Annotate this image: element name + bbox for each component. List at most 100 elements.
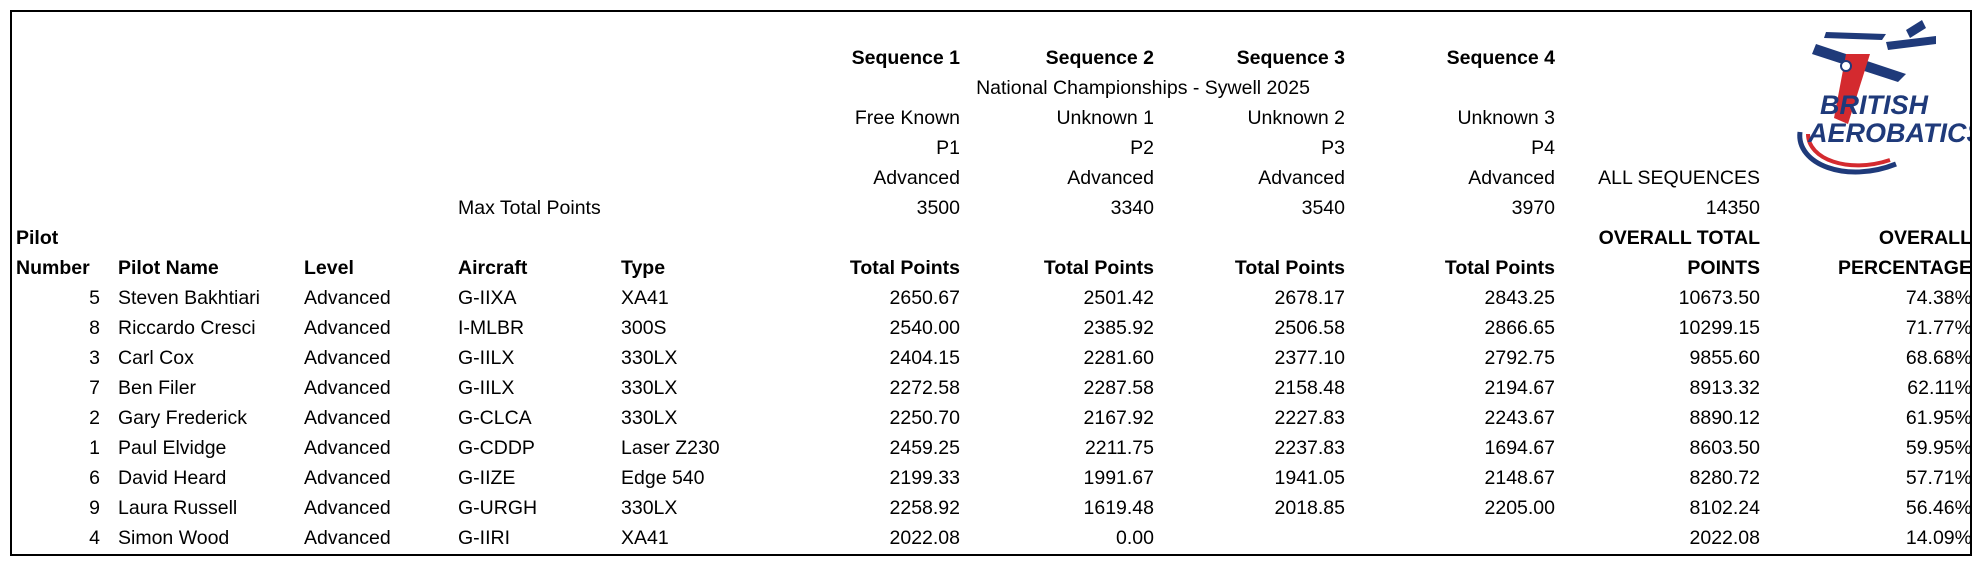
aircraft: G-CDDP xyxy=(458,437,535,459)
header-sequence-2-total: Total Points xyxy=(1043,257,1154,279)
pilot-number: 5 xyxy=(89,287,100,309)
aircraft: G-CLCA xyxy=(458,407,532,429)
pilot-name: David Heard xyxy=(118,467,227,489)
overall-total: 8280.72 xyxy=(1689,467,1761,489)
sequence-1-points: 2022.08 xyxy=(889,527,961,549)
sequence-1-points: 2250.70 xyxy=(889,407,961,429)
pilot-name: Carl Cox xyxy=(118,347,194,369)
sequence-2-points: 2385.92 xyxy=(1083,317,1155,339)
max-total-label: Max Total Points xyxy=(458,197,601,219)
pilot-name: Riccardo Cresci xyxy=(118,317,256,339)
pilot-number: 3 xyxy=(89,347,100,369)
header-sequence-3-total: Total Points xyxy=(1234,257,1345,279)
pilot-number: 2 xyxy=(89,407,100,429)
sequence-3-level: Advanced xyxy=(1258,167,1345,189)
sequence-4-name: Unknown 3 xyxy=(1457,107,1555,129)
sequence-3-points: 2018.85 xyxy=(1274,497,1346,519)
sequence-2-points: 2211.75 xyxy=(1084,437,1154,459)
pilot-name: Ben Filer xyxy=(118,377,197,399)
pilot-number: 1 xyxy=(89,437,100,459)
header-overall-total-line2: POINTS xyxy=(1687,257,1760,279)
sequence-4-points: 1694.67 xyxy=(1484,437,1556,459)
sequence-2-points: 1991.67 xyxy=(1083,467,1155,489)
level: Advanced xyxy=(304,287,391,309)
all-sequences-max: 14350 xyxy=(1705,197,1760,219)
overall-total: 8603.50 xyxy=(1689,437,1761,459)
overall-total: 8913.32 xyxy=(1689,377,1761,399)
level: Advanced xyxy=(304,317,391,339)
header-pilot-number-line2: Number xyxy=(16,257,90,279)
sequence-1-points: 2258.92 xyxy=(889,497,961,519)
aircraft: G-IILX xyxy=(458,377,515,399)
event-title: National Championships - Sywell 2025 xyxy=(976,77,1310,99)
airplane-icon xyxy=(1812,20,1936,124)
logo-line2: AEROBATICS xyxy=(1807,118,1971,148)
sequence-2-points: 2167.92 xyxy=(1083,407,1155,429)
level: Advanced xyxy=(304,527,391,549)
sequence-2-program: P2 xyxy=(1130,137,1154,159)
header-type: Type xyxy=(621,257,666,279)
sequence-2-level: Advanced xyxy=(1067,167,1154,189)
header-level: Level xyxy=(304,257,354,279)
sequence-2-points: 2501.42 xyxy=(1083,287,1155,309)
pilot-number: 4 xyxy=(89,527,100,549)
aircraft: G-URGH xyxy=(458,497,538,519)
sequence-4-points: 2866.65 xyxy=(1484,317,1556,339)
sequence-1-program: P1 xyxy=(936,137,960,159)
header-sequence-4-total: Total Points xyxy=(1444,257,1555,279)
type: Laser Z230 xyxy=(621,437,720,459)
type: Edge 540 xyxy=(621,467,705,489)
sequence-3-points: 2158.48 xyxy=(1274,377,1346,399)
sequence-1-max: 3500 xyxy=(916,197,960,219)
type: 330LX xyxy=(621,377,678,399)
sequence-3-points: 2377.10 xyxy=(1274,347,1346,369)
sequence-3-label: Sequence 3 xyxy=(1236,47,1345,69)
header-overall-total-line1: OVERALL TOTAL xyxy=(1598,227,1760,249)
sequence-4-points: 2205.00 xyxy=(1484,497,1556,519)
level: Advanced xyxy=(304,407,391,429)
header-pilot-name: Pilot Name xyxy=(118,257,219,279)
header-overall-pct-line1: OVERALL xyxy=(1878,227,1972,249)
pilot-number: 7 xyxy=(89,377,100,399)
aircraft: I-MLBR xyxy=(458,317,525,339)
overall-total: 10673.50 xyxy=(1678,287,1760,309)
sequence-2-label: Sequence 2 xyxy=(1045,47,1154,69)
type: XA41 xyxy=(621,527,669,549)
sequence-1-points: 2272.58 xyxy=(889,377,961,399)
sequence-4-points: 2194.67 xyxy=(1484,377,1556,399)
results-sheet: Sequence 1 Sequence 2 Sequence 3 Sequenc… xyxy=(10,10,1972,556)
sequence-4-level: Advanced xyxy=(1468,167,1555,189)
overall-total: 2022.08 xyxy=(1689,527,1761,549)
type: 330LX xyxy=(621,497,678,519)
pilot-name: Simon Wood xyxy=(118,527,230,549)
sequence-3-program: P3 xyxy=(1321,137,1345,159)
overall-percentage: 61.95% xyxy=(1905,407,1972,429)
sequence-2-max: 3340 xyxy=(1110,197,1154,219)
british-aerobatics-logo: BRITISH AEROBATICS xyxy=(1797,20,1971,175)
sequence-2-points: 0.00 xyxy=(1116,527,1154,549)
overall-total: 10299.15 xyxy=(1678,317,1760,339)
overall-percentage: 57.71% xyxy=(1905,467,1972,489)
overall-percentage: 62.11% xyxy=(1907,377,1972,399)
sequence-4-program: P4 xyxy=(1531,137,1555,159)
pilot-name: Laura Russell xyxy=(118,497,238,519)
pilot-number: 9 xyxy=(89,497,100,519)
sequence-3-points: 2227.83 xyxy=(1274,407,1346,429)
sequence-1-points: 2540.00 xyxy=(889,317,961,339)
swoosh-red-icon xyxy=(1806,133,1891,168)
overall-percentage: 74.38% xyxy=(1905,287,1972,309)
overall-percentage: 56.46% xyxy=(1905,497,1972,519)
sequence-1-name: Free Known xyxy=(854,107,960,129)
aircraft: G-IIZE xyxy=(458,467,516,489)
sequence-1-points: 2404.15 xyxy=(889,347,961,369)
type: 330LX xyxy=(621,347,678,369)
overall-percentage: 59.95% xyxy=(1905,437,1972,459)
pilot-name: Gary Frederick xyxy=(118,407,247,429)
sequence-3-max: 3540 xyxy=(1301,197,1345,219)
sequence-2-points: 2287.58 xyxy=(1083,377,1155,399)
overall-total: 9855.60 xyxy=(1689,347,1761,369)
sequence-3-points: 2506.58 xyxy=(1274,317,1346,339)
sequence-1-points: 2459.25 xyxy=(889,437,961,459)
pilot-name: Paul Elvidge xyxy=(118,437,227,459)
overall-percentage: 14.09% xyxy=(1905,527,1972,549)
